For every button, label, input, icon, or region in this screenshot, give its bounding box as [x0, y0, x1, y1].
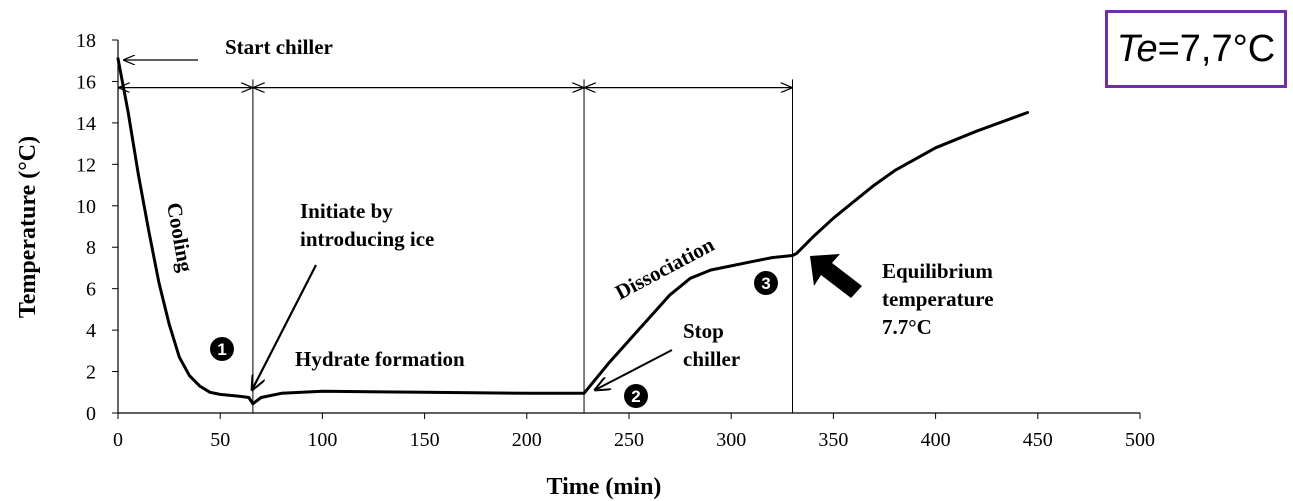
- x-tick-label: 150: [410, 429, 440, 451]
- marker-1: 1: [210, 337, 234, 361]
- annotation-cooling: Cooling: [162, 201, 198, 275]
- x-tick-label: 250: [614, 429, 644, 451]
- initiate-arrow: [252, 264, 317, 390]
- annotation-equilibrium-line3: 7.7°C: [882, 315, 932, 339]
- marker-1-label: 1: [217, 340, 226, 359]
- y-axis-title: Temperature (°C): [15, 136, 41, 318]
- annotation-dissociation: Dissociation: [611, 232, 718, 304]
- y-tick-label: 8: [86, 237, 96, 259]
- annotation-hydrate-formation: Hydrate formation: [295, 347, 465, 371]
- y-tick-label: 14: [76, 113, 96, 135]
- y-tick-label: 0: [86, 403, 96, 425]
- x-tick-label: 200: [512, 429, 542, 451]
- x-axis-title: Time (min): [547, 474, 662, 500]
- marker-3: 3: [754, 271, 778, 295]
- y-tick-label: 6: [86, 279, 96, 301]
- stop-chiller-arrow: [595, 349, 673, 390]
- y-tick-label: 4: [86, 320, 96, 342]
- y-tick-label: 16: [76, 71, 96, 93]
- y-tick-label: 12: [76, 154, 96, 176]
- marker-2-label: 2: [631, 387, 640, 406]
- annotation-equilibrium-line2: temperature: [882, 287, 994, 311]
- x-tick-label: 400: [921, 429, 951, 451]
- y-tick-label: 10: [76, 196, 96, 218]
- equilibrium-temperature-box: Te =7,7°C: [1105, 10, 1287, 88]
- marker-2: 2: [624, 384, 648, 408]
- annotation-equilibrium-line1: Equilibrium: [882, 259, 993, 283]
- annotation-initiate-line1: Initiate by: [300, 199, 393, 223]
- x-tick-label: 300: [716, 429, 746, 451]
- annotation-start-chiller: Start chiller: [225, 35, 333, 59]
- x-tick-label: 50: [210, 429, 230, 451]
- annotation-stop-line1: Stop: [683, 319, 724, 343]
- marker-3-label: 3: [761, 274, 770, 293]
- temperature-series: [116, 57, 1030, 406]
- x-tick-label: 450: [1023, 429, 1053, 451]
- y-tick-label: 2: [86, 362, 96, 384]
- te-label-prefix: Te: [1116, 27, 1158, 70]
- series-line-0: [116, 57, 1030, 406]
- x-tick-label: 100: [307, 429, 337, 451]
- x-tick-label: 0: [113, 429, 123, 451]
- annotation-initiate-line2: introducing ice: [300, 227, 434, 251]
- te-label-value: =7,7°C: [1157, 27, 1276, 70]
- equilibrium-arrow: [810, 254, 862, 298]
- ticks: 0 50 100 150 200 250 300 350 400 450 5000246810121…: [76, 30, 1155, 451]
- x-tick-label: 350: [818, 429, 848, 451]
- x-tick-label: 500: [1125, 429, 1155, 451]
- axes: [117, 40, 1140, 414]
- interval-lines: [252, 79, 794, 413]
- annotation-stop-line2: chiller: [683, 347, 740, 371]
- y-tick-label: 18: [76, 30, 96, 52]
